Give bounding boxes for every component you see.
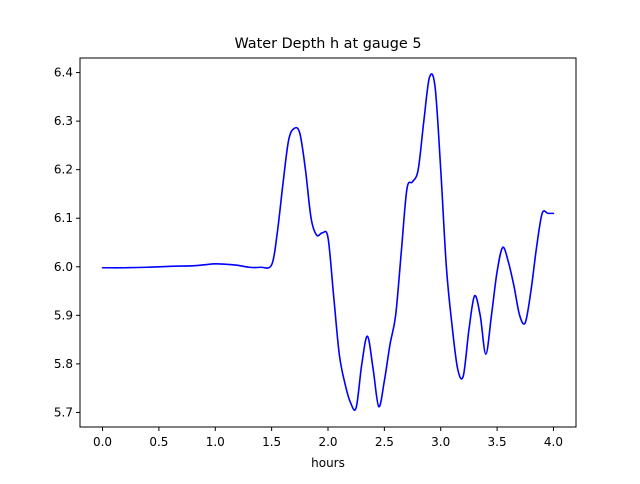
x-tick-label: 3.5 [488, 435, 507, 449]
chart-title: Water Depth h at gauge 5 [234, 36, 421, 52]
x-tick-label: 4.0 [544, 435, 563, 449]
y-tick-label: 6.4 [54, 66, 73, 80]
y-tick-label: 6.2 [54, 163, 73, 177]
y-tick-label: 6.0 [54, 260, 73, 274]
x-axis-ticks: 0.0 0.5 1.0 1.5 2.0 2.5 3.0 3.5 4.0 [93, 427, 563, 449]
y-tick-label: 6.1 [54, 211, 73, 225]
x-tick-label: 1.0 [206, 435, 225, 449]
x-tick-label: 2.0 [318, 435, 337, 449]
x-tick-label: 1.5 [262, 435, 281, 449]
x-tick-label: 0.0 [93, 435, 112, 449]
x-tick-label: 3.0 [431, 435, 450, 449]
x-axis-label: hours [311, 456, 345, 470]
y-axis-ticks: 5.7 5.8 5.9 6.0 6.1 6.2 6.3 6.4 [54, 66, 80, 419]
y-tick-label: 5.9 [54, 308, 73, 322]
series-line-water-depth [101, 73, 555, 411]
y-tick-label: 5.8 [54, 357, 73, 371]
y-tick-label: 6.3 [54, 114, 73, 128]
x-tick-label: 0.5 [149, 435, 168, 449]
y-tick-label: 5.7 [54, 405, 73, 419]
x-tick-label: 2.5 [375, 435, 394, 449]
